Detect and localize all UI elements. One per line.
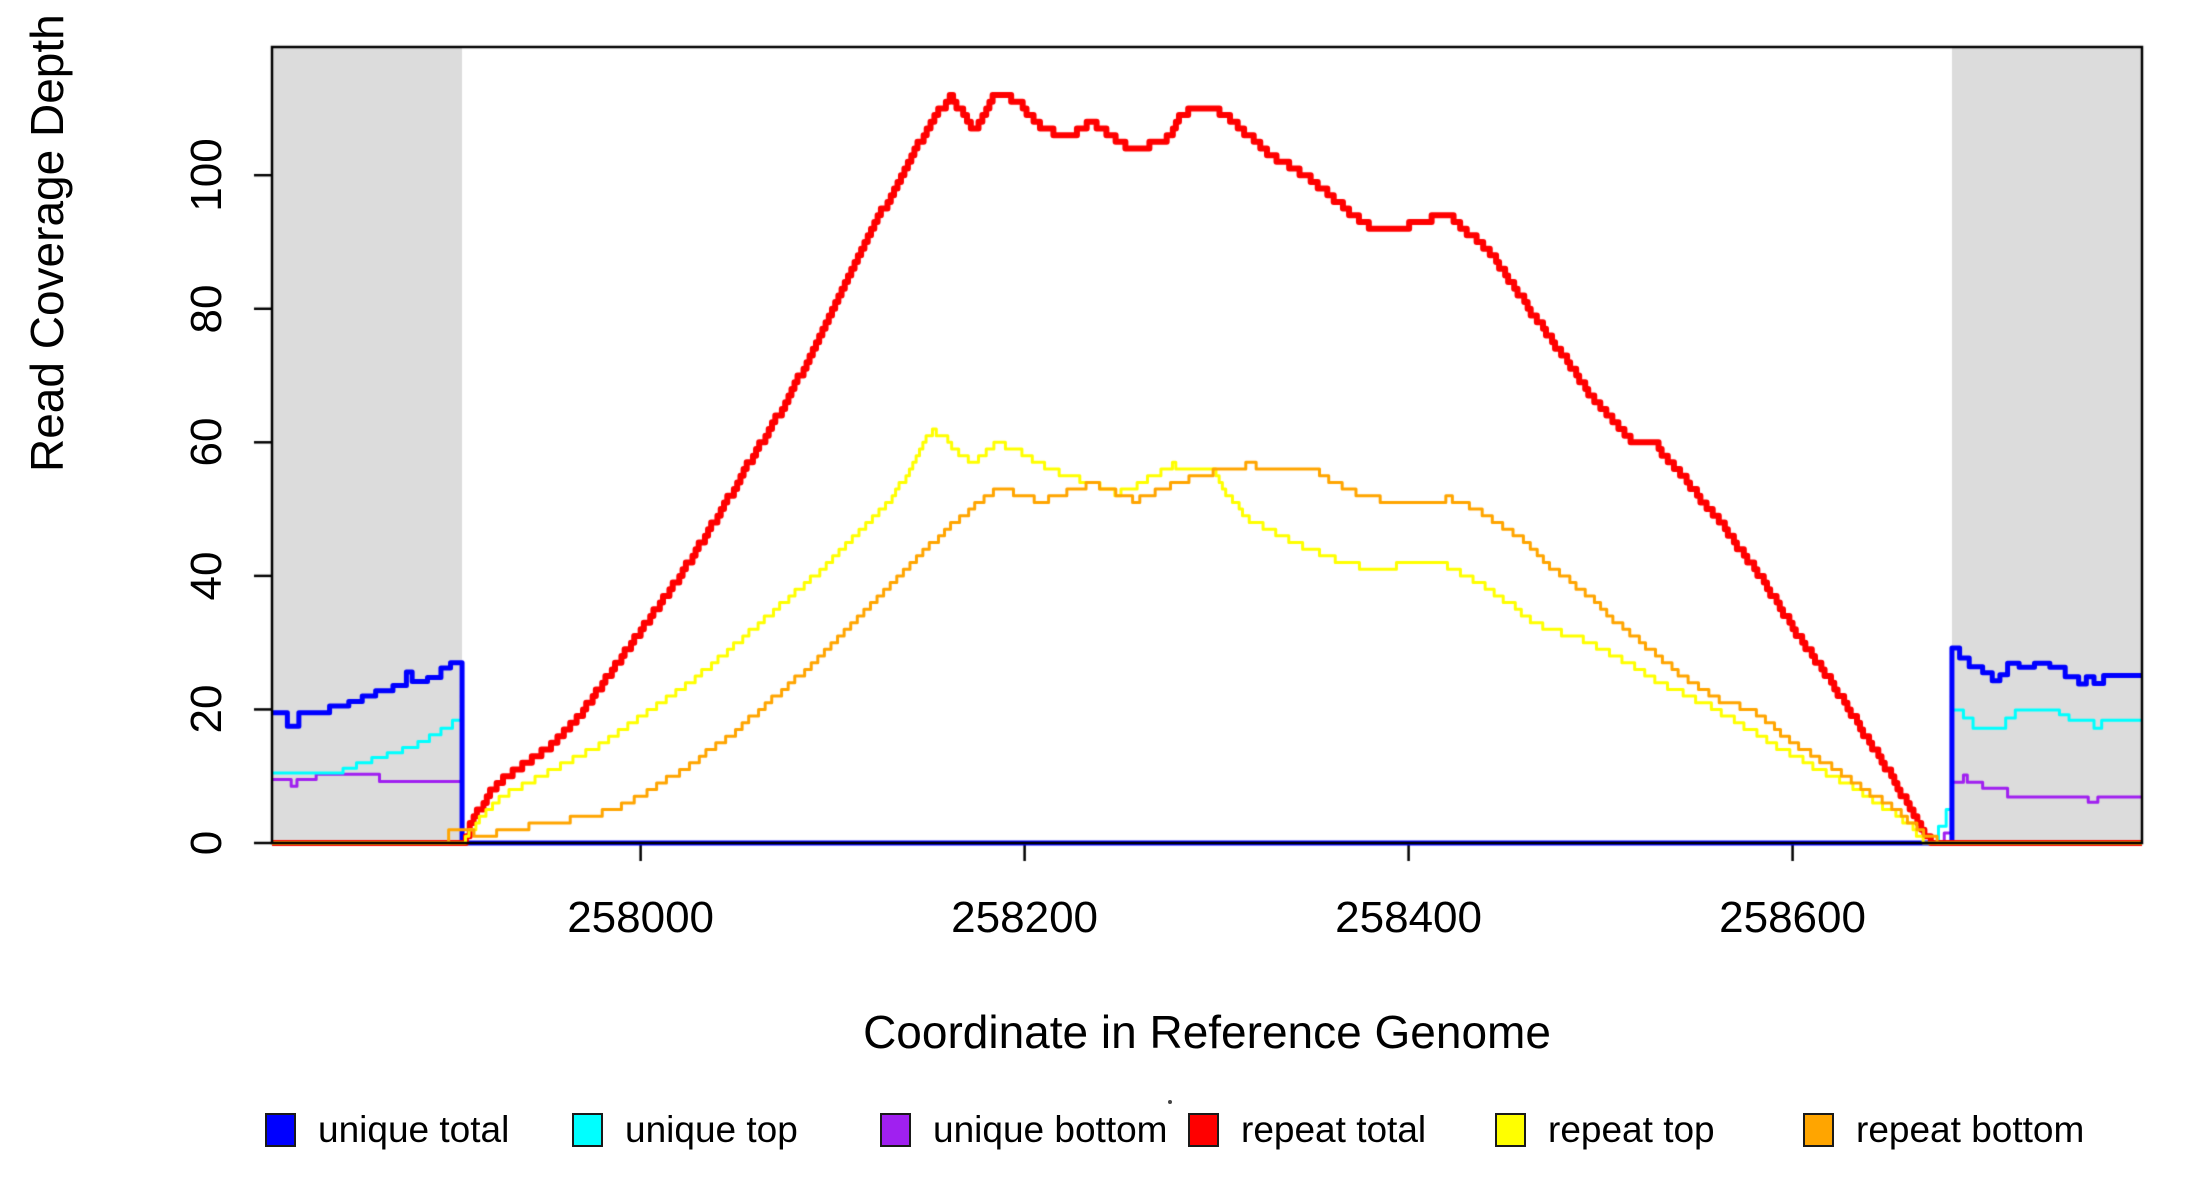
legend-entry: unique bottom — [880, 1106, 1168, 1154]
x-tick-label: 258000 — [567, 893, 715, 942]
legend-entry: repeat total — [1188, 1106, 1426, 1154]
y-tick-label: 80 — [182, 284, 231, 334]
x-axis-title: Coordinate in Reference Genome — [863, 1006, 1551, 1058]
x-tick-label: 258600 — [1719, 893, 1866, 942]
y-tick-label: 0 — [182, 830, 231, 856]
repeat-top-swatch — [1495, 1113, 1526, 1147]
unique-total-swatch — [265, 1113, 296, 1147]
y-tick-label: 100 — [182, 138, 231, 212]
x-tick-label: 258200 — [951, 893, 1099, 942]
legend-label: repeat bottom — [1856, 1109, 2085, 1150]
y-tick-label: 20 — [182, 684, 231, 734]
y-tick-label: 40 — [182, 551, 231, 601]
legend-entry: unique total — [265, 1106, 509, 1154]
unique-bottom-swatch — [880, 1113, 911, 1147]
stray-dot-artifact — [1168, 1100, 1172, 1104]
repeat-bottom-swatch — [1803, 1113, 1834, 1147]
repeat-total-swatch — [1188, 1113, 1219, 1147]
legend-label: unique top — [625, 1109, 798, 1150]
legend-label: repeat top — [1548, 1109, 1715, 1150]
y-tick-label: 60 — [182, 417, 231, 467]
legend: unique total unique top unique bottom re… — [0, 1106, 2200, 1158]
legend-label: repeat total — [1241, 1109, 1427, 1150]
legend-label: unique bottom — [933, 1109, 1168, 1150]
legend-label: unique total — [318, 1109, 510, 1150]
legend-entry: repeat top — [1495, 1106, 1715, 1154]
unique-top-swatch — [572, 1113, 603, 1147]
legend-entry: repeat bottom — [1803, 1106, 2084, 1154]
x-tick-label: 258400 — [1335, 893, 1482, 942]
y-axis-title: Read Coverage Depth — [21, 14, 73, 472]
legend-entry: unique top — [572, 1106, 798, 1154]
